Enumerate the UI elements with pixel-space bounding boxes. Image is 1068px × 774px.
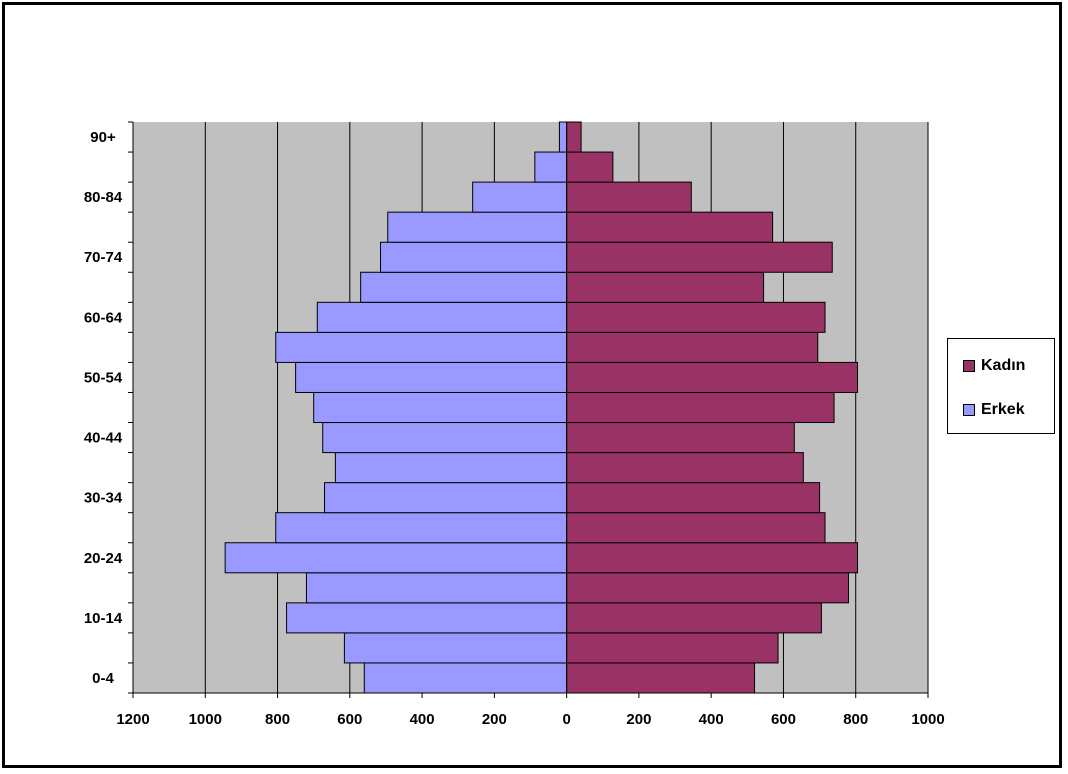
bar-erkek-65-69	[360, 271, 568, 303]
x-tick-label: 200	[482, 711, 507, 728]
bar-erkek-15-19	[305, 572, 568, 604]
x-tick-label: 600	[337, 711, 362, 728]
bar-kadin-45-49	[566, 391, 835, 424]
legend-item-erkek: Erkek	[963, 401, 1025, 419]
bar-kadin-60-64	[566, 301, 826, 333]
x-tick-label: 200	[626, 711, 651, 728]
bar-erkek-45-49	[313, 391, 568, 424]
y-tick-label: 30-34	[84, 490, 123, 507]
y-tick-label: 10-14	[84, 610, 123, 627]
y-tick-label: 70-74	[84, 249, 123, 266]
x-tick-labels: 1200 1000 800 600 400 200 0 200 400 600 800 1000	[116, 711, 944, 728]
bar-kadin-30-34	[566, 482, 821, 514]
bar-kadin-65-69	[566, 271, 765, 303]
bar-erkek-5-9	[343, 632, 568, 664]
bar-kadin-10-14	[566, 602, 822, 634]
axes	[128, 121, 929, 698]
bar-kadin-5-9	[566, 632, 779, 664]
y-tick-label: 0-4	[92, 670, 114, 687]
bar-erkek-85-89	[534, 151, 568, 183]
legend-label-kadin: Kadın	[981, 357, 1026, 374]
x-tick-label: 800	[843, 711, 868, 728]
bar-erkek-40-44	[322, 422, 568, 454]
bar-erkek-25-29	[275, 512, 568, 544]
y-tick-label: 60-64	[84, 309, 123, 326]
y-tick-label: 90+	[90, 129, 116, 146]
bar-kadin-20-24	[566, 542, 859, 574]
legend-label-erkek: Erkek	[981, 401, 1025, 418]
bar-erkek-10-14	[286, 602, 568, 634]
legend-swatch-kadin	[963, 360, 975, 372]
x-tick-label: 800	[265, 711, 290, 728]
x-tick-label: 600	[771, 711, 796, 728]
bar-erkek-90+	[558, 121, 568, 153]
bar-kadin-80-84	[566, 181, 692, 213]
bar-erkek-30-34	[324, 482, 568, 514]
bar-erkek-70-74	[380, 241, 568, 273]
x-tick-label: 400	[410, 711, 435, 728]
x-tick-label: 400	[699, 711, 724, 728]
bar-erkek-50-54	[295, 361, 568, 393]
bar-erkek-0-4	[363, 662, 568, 694]
bar-kadin-90+	[566, 121, 582, 153]
x-tick-label: 0	[562, 711, 570, 728]
y-tick-label: 50-54	[84, 369, 123, 386]
bar-kadin-25-29	[566, 512, 826, 544]
bar-kadin-55-59	[566, 331, 819, 363]
bar-kadin-75-79	[566, 211, 774, 243]
y-tick-label: 80-84	[84, 189, 123, 206]
y-tick-label: 40-44	[84, 430, 123, 447]
x-tick-label: 1000	[189, 711, 222, 728]
bar-erkek-35-39	[334, 452, 568, 484]
legend-swatch-erkek	[963, 404, 975, 416]
bar-erkek-20-24	[224, 542, 568, 574]
bar-erkek-60-64	[316, 301, 568, 333]
bar-erkek-80-84	[472, 181, 568, 213]
bar-kadin-85-89	[566, 151, 614, 183]
x-tick-label: 1000	[911, 711, 944, 728]
bar-kadin-15-19	[566, 572, 849, 604]
y-tick-label: 20-24	[84, 550, 123, 567]
bar-erkek-55-59	[275, 331, 568, 363]
legend-item-kadin: Kadın	[963, 357, 1025, 375]
bar-kadin-35-39	[566, 452, 804, 484]
y-tick-labels: 0-4 10-14 20-24 30-34 40-44 50-54 60-64 70-74 80…	[84, 129, 123, 687]
x-tick-label: 1200	[116, 711, 149, 728]
bar-kadin-70-74	[566, 241, 833, 273]
bars	[224, 121, 859, 694]
bar-kadin-40-44	[566, 422, 795, 454]
legend: Kadın Erkek	[947, 338, 1055, 434]
bar-kadin-50-54	[566, 361, 859, 393]
bar-kadin-0-4	[566, 662, 756, 694]
bar-erkek-75-79	[387, 211, 568, 243]
